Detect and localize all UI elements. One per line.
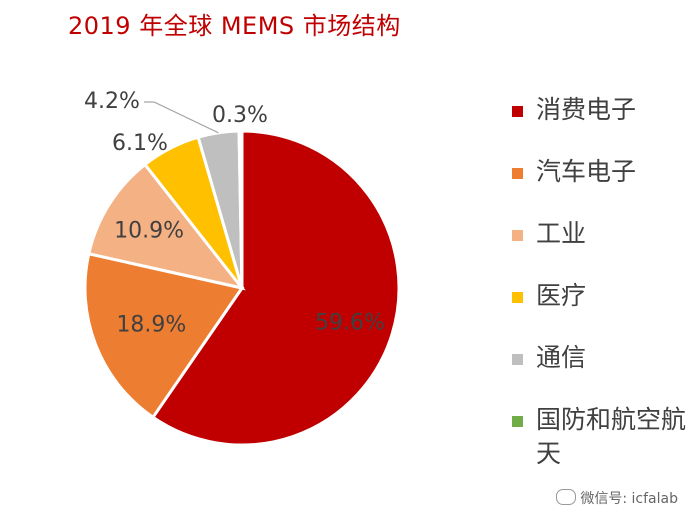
legend-label: 汽车电子 <box>536 157 637 186</box>
slice-label: 18.9% <box>116 313 186 338</box>
watermark-text: 微信号: icfalab <box>580 491 678 507</box>
legend-item-aerospace: 国防和航空航天 <box>510 403 686 483</box>
legend-item-automotive: 汽车电子 <box>510 155 690 217</box>
pie-slice <box>150 129 401 447</box>
wechat-icon <box>556 489 577 505</box>
legend-label: 国防和航空航天 <box>536 405 687 468</box>
legend-label: 工业 <box>536 219 587 248</box>
legend-swatch <box>512 416 523 427</box>
slice-label: 59.6% <box>315 311 385 336</box>
legend-swatch <box>512 354 523 365</box>
legend-swatch <box>512 168 523 179</box>
slice-label: 0.3% <box>212 103 268 128</box>
slice-label: 4.2% <box>84 89 140 114</box>
leader-line <box>144 101 219 134</box>
pie-slice <box>86 162 246 291</box>
slice-label: 10.9% <box>114 218 184 243</box>
pie-slice <box>83 251 245 420</box>
legend-label: 通信 <box>536 343 587 372</box>
legend-swatch <box>512 292 523 303</box>
legend-label: 消费电子 <box>536 95 637 124</box>
legend-label: 医疗 <box>536 281 587 310</box>
chart-title: 2019 年全球 MEMS 市场结构 <box>68 12 401 40</box>
legend: 消费电子 汽车电子 工业 医疗 通信 国防和航空航天 <box>510 93 690 483</box>
pie-slice <box>237 129 244 289</box>
legend-item-telecom: 通信 <box>510 341 690 403</box>
watermark: 微信号: icfalab <box>556 488 678 508</box>
legend-item-medical: 医疗 <box>510 279 690 341</box>
slice-label: 6.1% <box>112 131 168 156</box>
legend-swatch <box>512 230 523 241</box>
legend-item-consumer: 消费电子 <box>510 93 690 155</box>
legend-item-industrial: 工业 <box>510 217 690 279</box>
legend-swatch <box>512 106 523 117</box>
